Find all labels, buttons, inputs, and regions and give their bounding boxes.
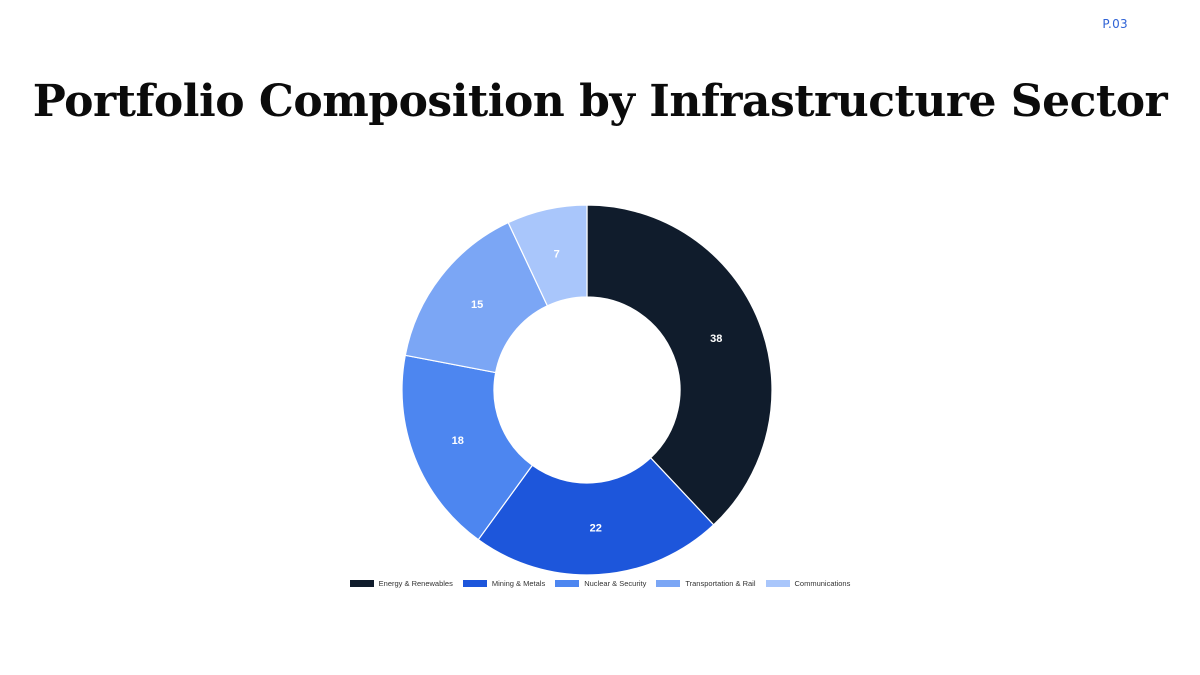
slice-data-label-0: 38 (710, 333, 722, 345)
legend-swatch (555, 580, 580, 587)
legend-swatch (656, 580, 681, 587)
legend-label: Transportation & Rail (685, 579, 756, 588)
slice-data-label-3: 15 (471, 299, 483, 311)
legend-swatch (349, 580, 374, 587)
legend-item-0: Energy & Renewables (349, 579, 453, 588)
legend-swatch (462, 580, 487, 587)
legend-swatch (765, 580, 790, 587)
legend-item-1: Mining & Metals (462, 579, 546, 588)
legend-label: Energy & Renewables (378, 579, 453, 588)
chart-legend: Energy & Renewables Mining & Metals Nuclea… (0, 579, 1200, 588)
slice-data-label-4: 7 (554, 248, 560, 260)
donut-slice-4 (507, 204, 588, 307)
donut-slice-0 (586, 204, 773, 526)
slice-data-label-2: 18 (452, 435, 464, 447)
donut-slice-3 (404, 221, 549, 374)
page-title: Portfolio Composition by Infrastructure … (32, 76, 1168, 127)
slice-data-label-1: 22 (590, 523, 602, 535)
legend-label: Mining & Metals (491, 579, 546, 588)
legend-label: Communications (794, 579, 851, 588)
donut-slice-2 (401, 354, 534, 541)
legend-label: Nuclear & Security (584, 579, 647, 588)
legend-item-3: Transportation & Rail (656, 579, 756, 588)
legend-item-4: Communications (765, 579, 851, 588)
donut-slice-1 (477, 456, 715, 576)
page-number: P.03 (1102, 17, 1128, 31)
legend-item-2: Nuclear & Security (555, 579, 646, 588)
